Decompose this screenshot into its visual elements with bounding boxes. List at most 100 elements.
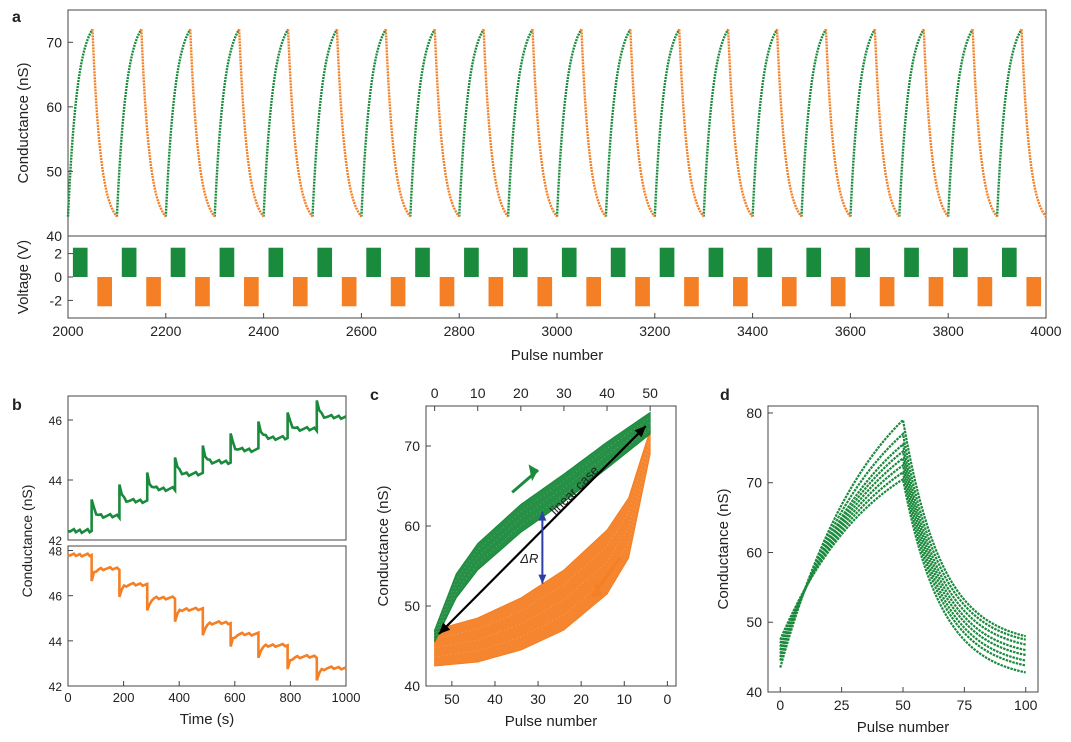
panel-a-top-frame — [67, 9, 1047, 237]
panel-a-top-ytick-label: 70 — [46, 34, 62, 50]
panel-c-depression-band-texture — [434, 447, 651, 658]
panel-b-xtick-label: 0 — [64, 690, 71, 705]
panel-a-voltage-pulse-positive — [1001, 247, 1017, 277]
panel-c-potentiation-band-texture — [434, 422, 651, 637]
panel-a-potentiation-cycle — [360, 28, 387, 217]
panel-d-ytick-label: 70 — [746, 475, 762, 491]
panel-b-trace-green — [67, 400, 347, 535]
panel-a-voltage-pulse-negative — [488, 277, 504, 307]
panel-a-potentiation-cycle — [751, 28, 779, 217]
panel-a-voltage-pulse-positive — [219, 247, 235, 277]
panel-a-potentiation-cycle — [653, 28, 681, 217]
panel-a-potentiation-cycle — [898, 28, 925, 217]
panel-a-potentiation-cycle — [995, 28, 1023, 217]
panel-d-label: d — [720, 387, 730, 404]
panel-c-delta-label: ΔR — [519, 551, 538, 566]
panel-a-potentiation-cycle — [409, 28, 436, 217]
panel-d-xlabel: Pulse number — [857, 719, 950, 736]
panel-d: d 0 25 50 75 100 40 50 60 70 80 Conductance (nS) Pul… — [715, 387, 1039, 736]
panel-d-ytick-label: 50 — [746, 614, 762, 630]
panel-a-xtick-label: 3000 — [541, 323, 572, 339]
panel-a-voltage-pulse-negative — [292, 277, 308, 307]
panel-d-ylabel: Conductance (nS) — [715, 489, 732, 610]
panel-a-voltage-pulse-negative — [439, 277, 455, 307]
panel-a-depression-cycle — [140, 29, 167, 218]
panel-a-xtick-label: 2800 — [444, 323, 475, 339]
panel-d-xtick-label: 50 — [895, 697, 911, 713]
panel-a-potentiation-cycle — [66, 28, 94, 217]
panel-c-potentiation-arrowhead — [528, 464, 539, 482]
panel-c-xlabel: Pulse number — [505, 713, 598, 730]
panel-a-xtick-label: 3800 — [933, 323, 964, 339]
panel-a-xtick-label: 2600 — [346, 323, 377, 339]
panel-a-potentiation-cycle — [458, 28, 485, 217]
panel-b-xtick-label: 200 — [113, 690, 135, 705]
panel-c-top-xtick-label: 20 — [513, 385, 529, 401]
panel-b-sub1-ytick-label: 48 — [49, 545, 63, 559]
panel-a-voltage-pulse-positive — [415, 247, 430, 277]
panel-d-cycle-curve — [779, 463, 1026, 662]
panel-a-voltage-pulse-positive — [659, 247, 675, 277]
panel-a-voltage-pulse-negative — [830, 277, 846, 307]
panel-b-subplot-frame — [67, 395, 347, 541]
panel-c-top-xtick-label: 40 — [599, 385, 615, 401]
panel-c-ytick-label: 60 — [404, 518, 420, 534]
panel-a-top-ytick-label: 40 — [46, 228, 62, 244]
panel-b-sub0-ytick-label: 46 — [49, 414, 63, 428]
panel-a-label: a — [12, 9, 21, 26]
panel-b-subplot-frame — [67, 545, 347, 687]
panel-d-cycle-curve — [779, 477, 1026, 674]
panel-a-depression-cycle — [286, 29, 314, 218]
panel-a-voltage-pulse-positive — [464, 247, 479, 277]
panel-b-sub1-ytick-label: 44 — [49, 635, 63, 649]
panel-c-top-xtick-label: 30 — [556, 385, 572, 401]
panel-a-depression-cycle — [678, 29, 705, 218]
panel-a-voltage-pulse-positive — [757, 247, 773, 277]
panel-a-voltage-pulse-negative — [586, 277, 602, 307]
panel-d-ytick-label: 60 — [746, 544, 762, 560]
panel-a-bottom-ytick-label: 2 — [54, 246, 62, 262]
panel-a-xtick-label: 3400 — [737, 323, 768, 339]
panel-a-bottom-ytick-label: 0 — [54, 269, 62, 285]
panel-c-top-xtick-label: 0 — [431, 385, 439, 401]
panel-a-top-ytick-label: 60 — [46, 99, 62, 115]
panel-a-voltage-pulse-positive — [512, 247, 528, 277]
panel-d-cycle-curve — [779, 417, 1026, 668]
panel-c-frame — [425, 405, 677, 687]
panel-a-depression-cycle — [237, 29, 265, 218]
panel-c-top-xtick-label: 10 — [470, 385, 486, 401]
panel-a-ylabel-top: Conductance (nS) — [15, 63, 32, 184]
panel-c-ytick-label: 50 — [404, 598, 420, 614]
panel-a-voltage-pulse-positive — [806, 247, 822, 277]
panel-a-depression-cycle — [971, 29, 999, 218]
panel-c-linear-case-arrowhead-start — [438, 622, 451, 634]
panel-a-voltage-pulse-positive — [121, 247, 137, 277]
panel-d-xtick-label: 75 — [957, 697, 973, 713]
panel-a-bottom-frame — [67, 235, 1047, 319]
panel-b-xtick-label: 400 — [168, 690, 190, 705]
panel-a-voltage-pulse-negative — [341, 277, 357, 307]
panel-a-voltage-pulse-negative — [879, 277, 895, 307]
panel-c-bottom-xtick-label: 40 — [487, 691, 503, 707]
panel-a: a 40 50 60 70 -2 0 2 2000 2200 2400 2600 2800 3000 320… — [12, 9, 1062, 364]
panel-a-voltage-pulse-negative — [97, 277, 113, 307]
panel-a-depression-cycle — [629, 29, 656, 218]
panel-a-potentiation-cycle — [800, 28, 827, 217]
panel-a-depression-cycle — [922, 29, 950, 218]
panel-c-top-xtick-label: 50 — [642, 385, 658, 401]
panel-a-depression-cycle — [580, 29, 607, 218]
panel-a-xtick-label: 3600 — [835, 323, 866, 339]
panel-a-voltage-pulse-positive — [904, 247, 919, 277]
panel-a-depression-cycle — [873, 29, 901, 218]
panel-b-ylabel: Conductance (nS) — [19, 485, 35, 598]
panel-b-sub0-ytick-label: 44 — [49, 474, 63, 488]
panel-a-depression-cycle — [482, 29, 510, 218]
panel-d-cycle-curve — [779, 456, 1026, 657]
panel-c-ylabel: Conductance (nS) — [375, 486, 392, 607]
panel-d-cycle-curve — [779, 431, 1026, 661]
panel-a-depression-cycle — [1020, 29, 1047, 218]
panel-a-potentiation-cycle — [506, 28, 534, 217]
panel-a-ylabel-bottom: Voltage (V) — [15, 240, 32, 314]
panel-a-voltage-pulse-positive — [366, 247, 381, 277]
panel-b-xtick-label: 800 — [280, 690, 302, 705]
